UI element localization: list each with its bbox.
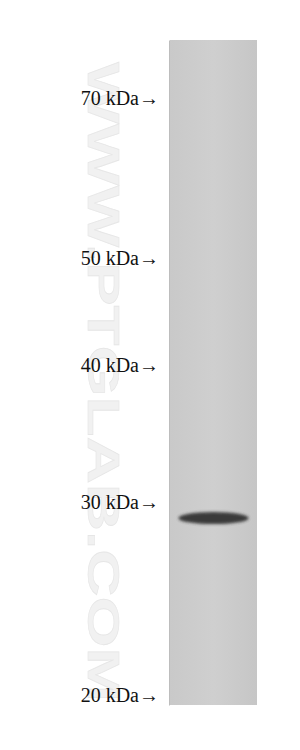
tick-label: 70 kDa→ <box>81 87 159 109</box>
tick: 50 kDa→ <box>81 247 169 269</box>
tick-label: 50 kDa→ <box>81 247 159 269</box>
axis-line <box>169 41 170 706</box>
watermark: WWW.PTGLAB.COM <box>79 62 128 702</box>
tick-label: 40 kDa→ <box>81 354 159 376</box>
tick: 20 kDa→ <box>81 684 169 706</box>
tick-label: 30 kDa→ <box>81 491 159 513</box>
band <box>178 512 248 524</box>
tick-label: 20 kDa→ <box>81 684 159 706</box>
tick: 70 kDa→ <box>81 87 169 109</box>
tick: 40 kDa→ <box>81 354 169 376</box>
bands <box>178 512 248 524</box>
blot-figure: WWW.PTGLAB.COM70 kDa→ 50 kDa→ 40 kDa→ 30 kD… <box>0 0 300 750</box>
lane <box>170 40 257 705</box>
y-axis: 70 kDa→ 50 kDa→ 40 kDa→ 30 kDa→ 20 kDa→ <box>81 41 170 707</box>
tick: 30 kDa→ <box>81 491 169 513</box>
